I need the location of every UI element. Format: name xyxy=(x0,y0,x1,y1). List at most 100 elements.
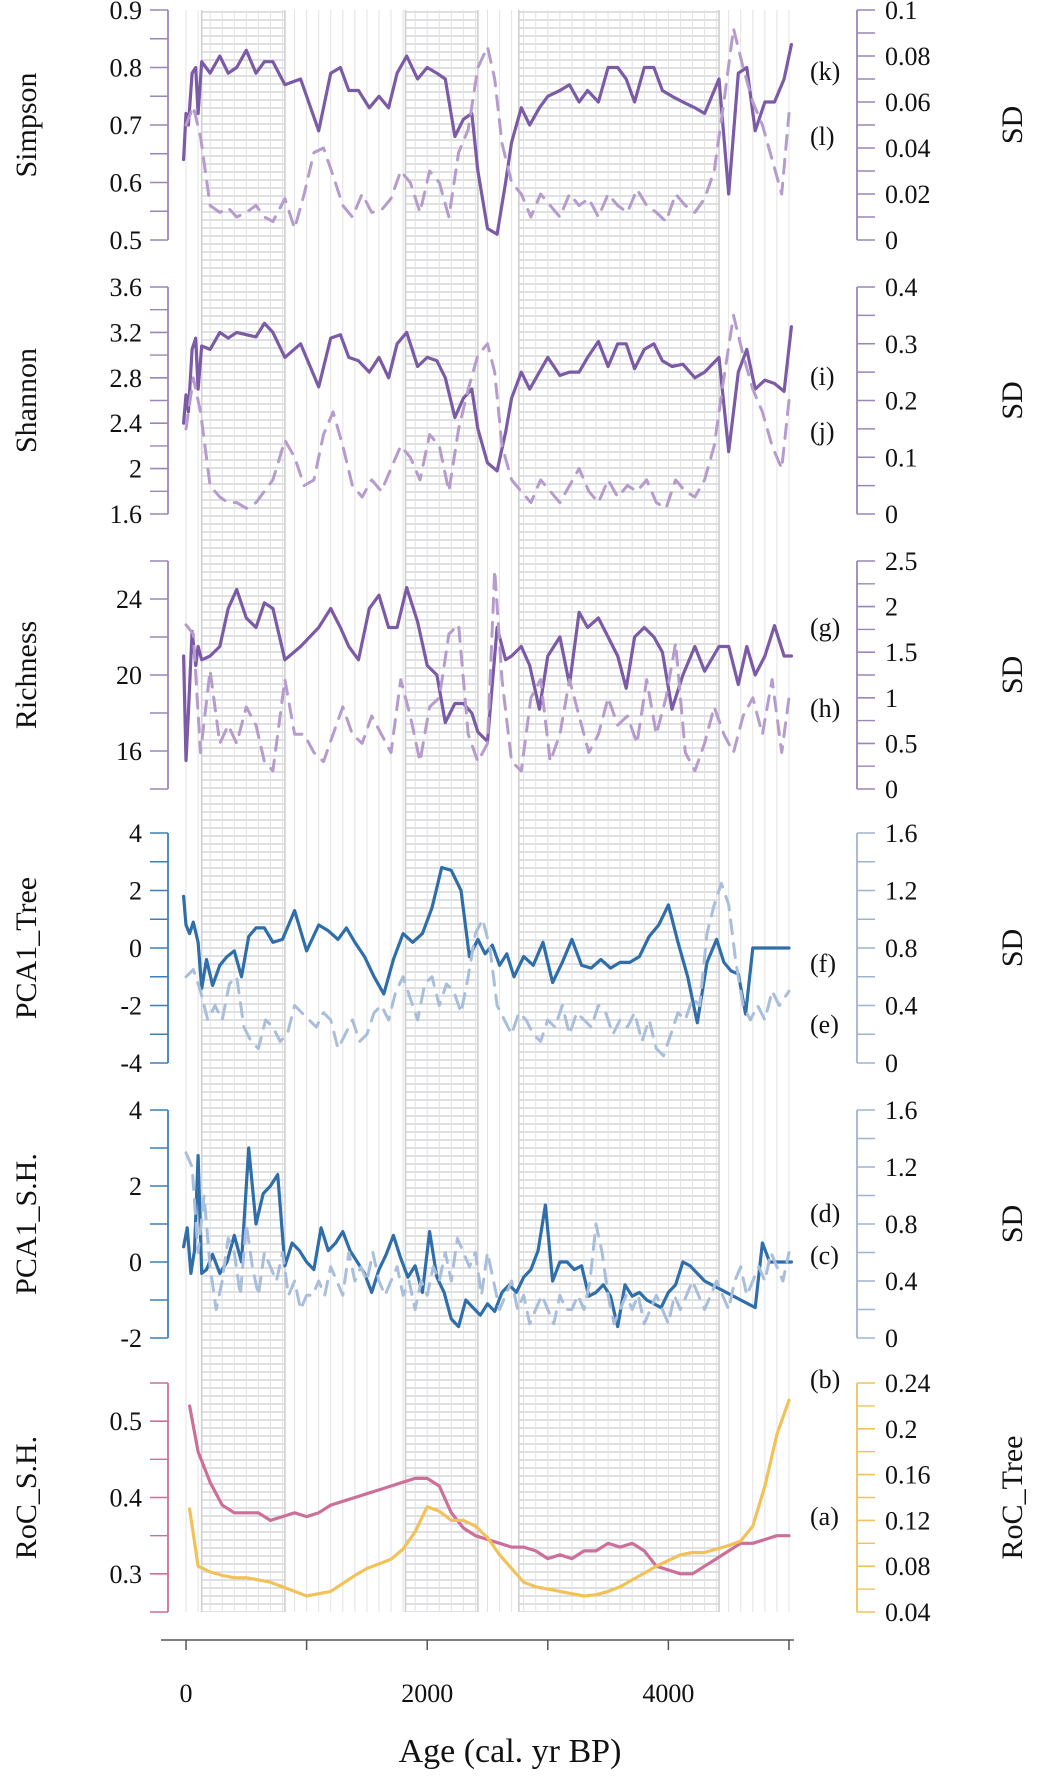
left-tick-label: 20 xyxy=(116,661,142,690)
right-tick-label: 0.1 xyxy=(885,443,918,472)
series-label-roc-1: (a) xyxy=(810,1502,839,1531)
series-pca1_sh-1 xyxy=(182,1146,794,1329)
left-tick-label: 0.3 xyxy=(110,1560,143,1589)
panel-richness: 16 20 24 Richness 0 0.5 1 1.5 2 2.5 SD xyxy=(10,547,1029,804)
series-roc-2 xyxy=(188,1398,791,1598)
right-tick-label: 0.2 xyxy=(885,387,918,416)
right-tick-label: 0 xyxy=(885,226,898,255)
left-axis-title-pca1_tree: PCA1_Tree xyxy=(10,877,43,1019)
series-label-simpson-2: (l) xyxy=(810,122,835,151)
right-tick-label: 0.8 xyxy=(885,934,918,963)
series-label-richness-2: (h) xyxy=(810,694,840,723)
series-shannon-1 xyxy=(182,321,794,473)
right-tick-label: 0.06 xyxy=(885,88,931,117)
right-tick-label: 0 xyxy=(885,775,898,804)
right-tick-label: 0.04 xyxy=(885,1598,931,1627)
panel-shannon: 1.6 2 2.4 2.8 3.2 3.6 Shannon 0 0.1 0.2 0.3 0.4 SD xyxy=(10,273,1029,529)
right-tick-label: 1.6 xyxy=(885,1096,918,1125)
left-tick-label: 0.5 xyxy=(110,1407,143,1436)
left-tick-label: 0.9 xyxy=(110,0,143,25)
right-tick-label: 0.04 xyxy=(885,134,931,163)
x-tick-label: 0 xyxy=(180,1679,193,1708)
series-label-richness-1: (g) xyxy=(810,613,840,642)
series-label-shannon-1: (i) xyxy=(810,362,835,391)
right-tick-label: 0.5 xyxy=(885,729,918,758)
series-pca1_sh-2 xyxy=(184,1151,791,1326)
right-axis-title-richness: SD xyxy=(996,656,1029,694)
axes-layer: 0 2000 40000.50.60.70.80.9Simpson00.020.04… xyxy=(10,0,1029,1708)
panel-pca1_sh: -2 0 2 4 PCA1_S.H. 0 0.4 0.8 1.2 1.6 SD xyxy=(10,1096,1029,1353)
left-axis-title-roc: RoC_S.H. xyxy=(10,1436,43,1559)
left-axis-title-shannon: Shannon xyxy=(10,348,43,453)
series-label-pca1_sh-1: (c) xyxy=(810,1241,839,1270)
series-label-shannon-2: (j) xyxy=(810,417,835,446)
right-tick-label: 0.4 xyxy=(885,992,918,1021)
right-tick-label: 1.6 xyxy=(885,819,918,848)
series-label-pca1_tree-2: (e) xyxy=(810,1010,839,1039)
left-tick-label: 4 xyxy=(129,1096,142,1125)
right-tick-label: 1.2 xyxy=(885,1153,918,1182)
series-label-roc-2: (b) xyxy=(810,1365,840,1394)
right-tick-label: 0.3 xyxy=(885,330,918,359)
right-tick-label: 0.1 xyxy=(885,0,918,25)
left-tick-label: 16 xyxy=(116,737,142,766)
series-pca1_tree-2 xyxy=(184,881,791,1058)
right-axis-title-simpson: SD xyxy=(996,106,1029,144)
left-tick-label: 2.4 xyxy=(110,409,143,438)
series-simpson-2 xyxy=(184,26,791,230)
right-tick-label: 0 xyxy=(885,1049,898,1078)
left-tick-label: 24 xyxy=(116,585,142,614)
series-label-simpson-1: (k) xyxy=(810,57,840,86)
series-simpson-1 xyxy=(182,42,794,236)
right-axis-title-pca1_tree: SD xyxy=(996,929,1029,967)
right-tick-label: 0.2 xyxy=(885,1415,918,1444)
series-label-pca1_sh-2: (d) xyxy=(810,1199,840,1228)
left-tick-label: 2 xyxy=(129,877,142,906)
left-tick-label: 3.6 xyxy=(110,273,143,302)
right-tick-label: 0 xyxy=(885,1324,898,1353)
zone-band-2 xyxy=(405,10,478,1612)
zone-layer xyxy=(185,10,790,1612)
left-axis-title-pca1_sh: PCA1_S.H. xyxy=(10,1153,43,1295)
series-label-pca1_tree-1: (f) xyxy=(810,949,836,978)
left-tick-label: 2 xyxy=(129,1172,142,1201)
left-axis-title-richness: Richness xyxy=(10,621,43,729)
right-tick-label: 1 xyxy=(885,684,898,713)
right-tick-label: 1.2 xyxy=(885,877,918,906)
left-tick-label: 4 xyxy=(129,819,142,848)
right-tick-label: 0.02 xyxy=(885,180,931,209)
right-tick-label: 0.4 xyxy=(885,273,918,302)
left-tick-label: 2 xyxy=(129,455,142,484)
left-tick-label: 0 xyxy=(129,934,142,963)
series-layer xyxy=(182,26,794,1598)
panel-simpson: 0.5 0.6 0.7 0.8 0.9 Simpson 0 0.02 0.04 0.06 0.08 0… xyxy=(10,0,1029,255)
left-tick-label: -2 xyxy=(120,1324,142,1353)
right-tick-label: 0.08 xyxy=(885,42,931,71)
left-axis-title-simpson: Simpson xyxy=(10,72,43,177)
left-tick-label: 0.8 xyxy=(110,54,143,83)
series-shannon-2 xyxy=(184,313,791,510)
left-tick-label: 0 xyxy=(129,1248,142,1277)
right-tick-label: 2.5 xyxy=(885,547,918,576)
panel-roc: 0.3 0.4 0.5 RoC_S.H. 0.04 0.08 0.12 0.16 0.2 0.24… xyxy=(10,1369,1029,1627)
right-axis-title-roc: RoC_Tree xyxy=(996,1436,1029,1560)
zone-band-1 xyxy=(201,10,285,1612)
right-axis-title-shannon: SD xyxy=(996,381,1029,419)
series-pca1_tree-1 xyxy=(182,865,791,1025)
left-tick-label: 0.4 xyxy=(110,1484,143,1513)
right-tick-label: 0 xyxy=(885,500,898,529)
series-richness-2 xyxy=(184,568,791,773)
panel-pca1_tree: -4 -2 0 2 4 PCA1_Tree 0 0.4 0.8 1.2 1.6 SD xyxy=(10,819,1029,1078)
zone-band-3 xyxy=(518,10,720,1612)
left-tick-label: 2.8 xyxy=(110,364,143,393)
right-tick-label: 0.8 xyxy=(885,1210,918,1239)
right-tick-label: 1.5 xyxy=(885,638,918,667)
right-tick-label: 0.12 xyxy=(885,1506,931,1535)
label-layer: Age (cal. yr BP) (k) (l) (i) (j) (g) (h) (f) (e… xyxy=(399,57,841,1770)
right-axis-title-pca1_sh: SD xyxy=(996,1205,1029,1243)
x-axis-title: Age (cal. yr BP) xyxy=(399,1733,622,1770)
left-tick-label: 3.2 xyxy=(110,318,143,347)
left-tick-label: 0.5 xyxy=(110,226,143,255)
